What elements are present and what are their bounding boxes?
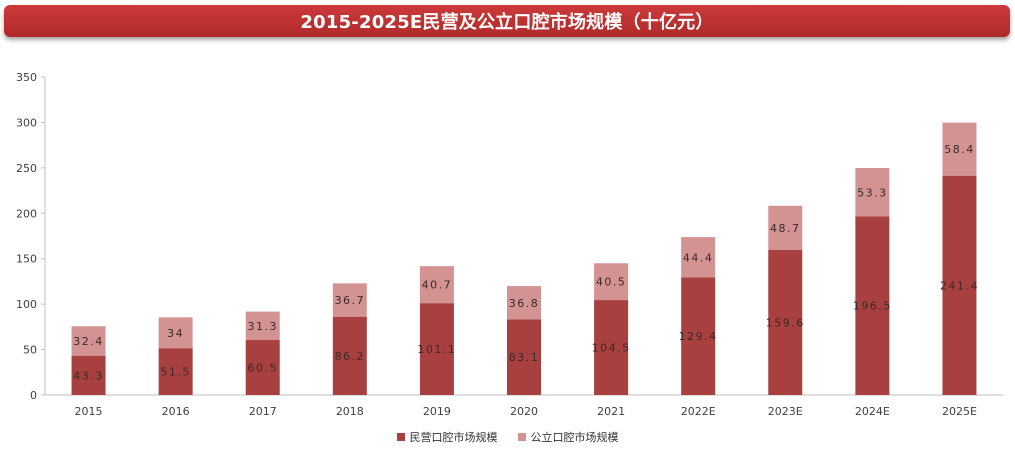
x-tick-label: 2016 <box>162 405 190 418</box>
y-tick-label: 300 <box>16 116 37 129</box>
data-label-public: 34 <box>167 327 184 340</box>
legend-swatch-public <box>517 433 526 441</box>
bar-segment-private <box>507 319 541 395</box>
bar-segment-public <box>507 286 541 320</box>
data-label-private: 51.5 <box>160 366 191 379</box>
chart-title-banner: 2015-2025E民营及公立口腔市场规模（十亿元） <box>4 5 1010 37</box>
bar-segment-private <box>158 348 193 395</box>
data-label-private: 43.3 <box>73 369 104 382</box>
legend-item-private: 民营口腔市场规模 <box>396 429 498 445</box>
data-label-public: 31.3 <box>247 320 278 333</box>
x-tick-label: 2018 <box>336 405 364 418</box>
x-tick-label: 2020 <box>510 405 538 418</box>
bar-segment-private <box>855 216 890 395</box>
y-tick-label: 250 <box>16 162 37 175</box>
bar-segment-private <box>681 277 716 395</box>
x-tick-label: 2023E <box>768 405 803 418</box>
data-label-private: 104.5 <box>592 342 631 355</box>
data-label-public: 36.7 <box>335 294 366 307</box>
bar-segment-public <box>71 326 106 356</box>
y-tick-label: 0 <box>30 389 37 402</box>
bar-segment-public <box>855 168 890 217</box>
bar-segment-private <box>768 249 803 395</box>
x-tick-label: 2022E <box>681 405 716 418</box>
legend-swatch-private <box>396 433 405 441</box>
x-tick-label: 2025E <box>942 405 977 418</box>
data-label-public: 53.3 <box>857 186 888 199</box>
x-tick-label: 2015 <box>75 405 103 418</box>
x-tick-label: 2024E <box>855 405 890 418</box>
chart-legend: 民营口腔市场规模 公立口腔市场规模 <box>0 426 1015 448</box>
y-tick-label: 150 <box>16 253 37 266</box>
bar-segment-private <box>594 300 629 395</box>
data-label-public: 48.7 <box>770 222 801 235</box>
data-label-private: 101.1 <box>417 343 456 356</box>
data-label-private: 241.4 <box>940 279 979 292</box>
legend-label-private: 民营口腔市场规模 <box>409 431 498 444</box>
data-label-public: 40.7 <box>422 279 453 292</box>
bar-segment-public <box>419 266 454 304</box>
x-tick-label: 2017 <box>249 405 277 418</box>
y-tick-label: 100 <box>16 298 37 311</box>
data-label-private: 83.1 <box>509 351 540 364</box>
bar-segment-private <box>332 316 367 395</box>
legend-label-public: 公立口腔市场规模 <box>530 431 619 444</box>
y-tick-label: 350 <box>16 71 37 84</box>
data-label-private: 86.2 <box>335 350 366 363</box>
x-tick-label: 2019 <box>423 405 451 418</box>
data-label-private: 196.5 <box>853 300 892 313</box>
data-label-public: 40.5 <box>596 276 627 289</box>
bar-segment-public <box>245 311 280 341</box>
bar-segment-private <box>419 303 454 395</box>
y-tick-label: 50 <box>23 344 37 357</box>
bar-segment-private <box>245 340 280 395</box>
chart-title: 2015-2025E民营及公立口腔市场规模（十亿元） <box>300 12 714 33</box>
y-tick-label: 200 <box>16 207 37 220</box>
bar-segment-public <box>942 122 977 176</box>
data-label-private: 60.5 <box>247 362 278 375</box>
bar-segment-public <box>158 317 193 349</box>
bar-segment-public <box>594 263 629 301</box>
data-label-public: 58.4 <box>944 143 975 156</box>
data-label-public: 36.8 <box>509 297 540 310</box>
x-tick-label: 2021 <box>597 405 625 418</box>
bar-segment-public <box>332 283 367 317</box>
bar-segment-public <box>768 205 803 250</box>
bar-segment-private <box>71 355 106 395</box>
data-label-private: 129.4 <box>679 330 718 343</box>
legend-item-public: 公立口腔市场规模 <box>517 429 619 445</box>
data-label-public: 44.4 <box>683 251 714 264</box>
bar-segment-public <box>681 237 716 278</box>
bar-segment-private <box>942 175 977 395</box>
data-label-private: 159.6 <box>766 316 805 329</box>
data-label-public: 32.4 <box>73 335 104 348</box>
